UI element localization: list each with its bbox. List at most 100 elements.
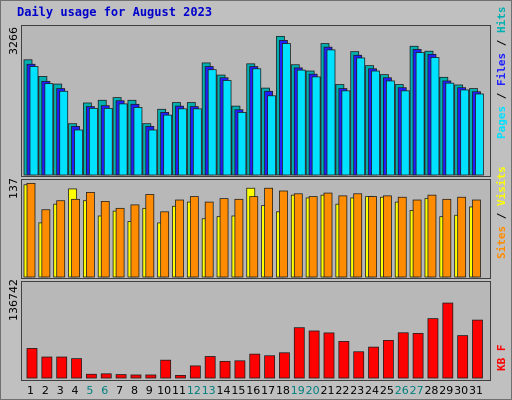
bar-pages (222, 80, 232, 176)
x-tick-label: 5 (86, 384, 93, 397)
bar-kb-f (71, 358, 82, 379)
x-tick-label: 27 (410, 384, 424, 397)
x-tick-label: 4 (72, 384, 79, 397)
bar-pages (296, 69, 306, 176)
bar-sites (323, 192, 333, 278)
bar-pages (74, 129, 83, 176)
bar-kb-f (100, 373, 112, 379)
bar-sites (264, 187, 274, 278)
x-tick-label: 9 (146, 384, 153, 397)
x-tick-label: 24 (365, 384, 379, 397)
bar-kb-f (442, 302, 454, 379)
bar-sites (472, 199, 481, 278)
bar-kb-f (175, 374, 186, 379)
x-tick-label: 20 (306, 384, 320, 397)
bar-kb-f (160, 359, 172, 379)
bar-kb-f (323, 332, 335, 379)
bar-sites (56, 200, 66, 278)
x-tick-label: 19 (291, 384, 305, 397)
bar-kb-f (234, 360, 246, 379)
x-tick-label: 23 (350, 384, 364, 397)
x-tick-label: 1 (27, 384, 34, 397)
bar-sites (353, 193, 363, 278)
x-tick-label: 8 (131, 384, 138, 397)
bar-kb-f (41, 356, 53, 379)
x-tick-label: 3 (57, 384, 64, 397)
bar-pages (237, 112, 247, 176)
bar-sites (427, 194, 437, 278)
bar-pages (133, 107, 143, 176)
x-tick-label: 11 (172, 384, 186, 397)
bar-sites (442, 198, 452, 278)
x-tick-label: 14 (217, 384, 231, 397)
bar-sites (100, 201, 110, 278)
bar-kb-f (382, 339, 394, 379)
x-tick-label: 7 (116, 384, 123, 397)
bar-pages (311, 76, 321, 176)
bar-kb-f (189, 365, 201, 379)
bar-kb-f (219, 360, 231, 379)
bar-pages (385, 80, 395, 176)
bar-kb-f (115, 374, 127, 379)
bar-sites (382, 195, 392, 278)
bar-pages (118, 103, 128, 176)
bar-pages (341, 90, 351, 176)
x-tick-label: 2 (42, 384, 49, 397)
bar-sites (130, 204, 140, 278)
bar-sites (86, 192, 95, 278)
bar-kb-f (130, 374, 142, 379)
x-tick-label: 28 (424, 384, 438, 397)
bar-pages (430, 57, 440, 176)
x-tick-label: 6 (101, 384, 108, 397)
bar-sites (234, 198, 244, 278)
bar-sites (457, 196, 467, 278)
x-tick-label: 18 (276, 384, 290, 397)
x-tick-label: 26 (395, 384, 409, 397)
bar-pages (475, 93, 484, 176)
bar-kb-f (56, 356, 68, 379)
bar-pages (29, 66, 39, 176)
x-tick-label: 17 (261, 384, 275, 397)
bar-sites (71, 198, 80, 278)
bar-kb-f (457, 335, 469, 379)
bar-pages (103, 107, 113, 176)
bar-pages (267, 95, 277, 176)
bar-kb-f (472, 319, 483, 379)
x-tick-label: 13 (202, 384, 216, 397)
bar-pages (326, 49, 336, 176)
bar-pages (178, 108, 187, 176)
bar-kb-f (279, 352, 290, 379)
bar-sites (293, 193, 303, 278)
bar-sites (368, 196, 377, 278)
bar-sites (204, 201, 214, 278)
bar-kb-f (26, 348, 38, 379)
bar-pages (356, 57, 366, 176)
bar-pages (400, 90, 410, 176)
bar-pages (445, 82, 455, 176)
x-tick-label: 16 (246, 384, 260, 397)
x-tick-label: 21 (321, 384, 335, 397)
bar-sites (189, 196, 199, 278)
bar-sites (249, 196, 259, 278)
x-tick-label: 25 (380, 384, 394, 397)
bar-sites (308, 196, 318, 278)
x-tick-label: 10 (157, 384, 171, 397)
bar-pages (89, 107, 98, 176)
bar-pages (44, 83, 54, 176)
bar-kb-f (397, 332, 409, 379)
bar-pages (282, 43, 291, 176)
bar-kb-f (368, 346, 379, 379)
bar-pages (207, 69, 217, 176)
bar-kb-f (204, 356, 216, 379)
bar-sites (26, 182, 36, 278)
bar-sites (115, 207, 125, 278)
x-tick-label: 15 (231, 384, 245, 397)
bar-kb-f (338, 341, 350, 379)
bar-sites (160, 211, 170, 278)
bar-sites (219, 198, 229, 278)
bar-pages (59, 90, 69, 176)
x-tick-label: 22 (335, 384, 349, 397)
bar-kb-f (145, 374, 157, 379)
x-tick-label: 31 (469, 384, 483, 397)
